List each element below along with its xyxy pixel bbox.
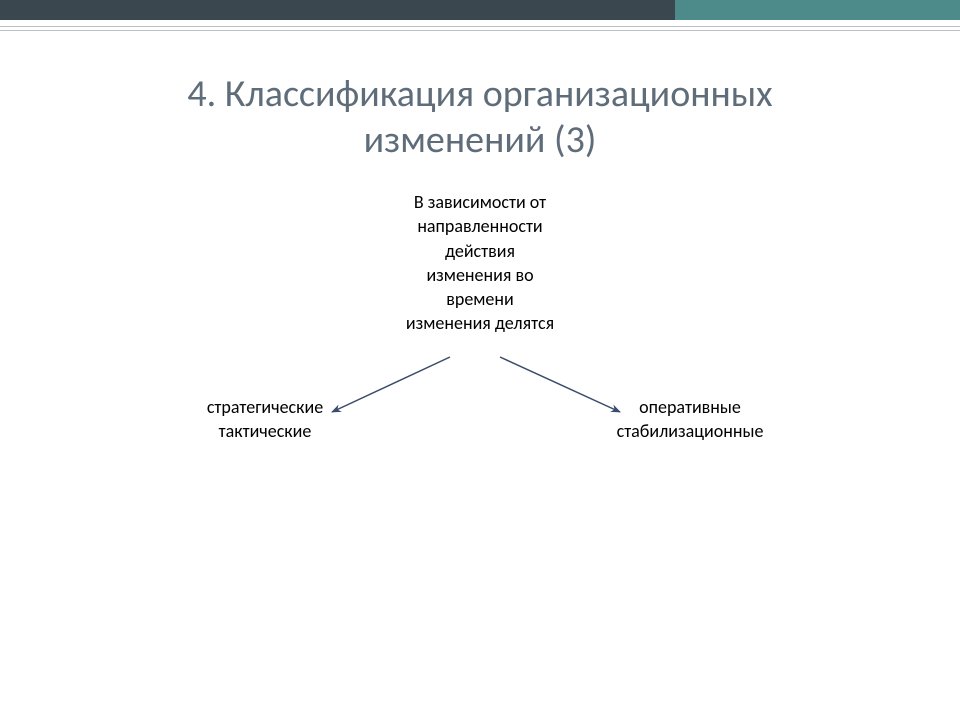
classification-tree: В зависимости от направленности действия… — [0, 180, 960, 580]
slide-title-line1: 4. Классификация организационных — [187, 71, 772, 117]
root-line-1: направленности — [417, 215, 542, 237]
leaf-left-line2: тактические — [219, 420, 312, 442]
root-line-5: изменения делятся — [406, 312, 554, 334]
slide-title-line2: изменений (3) — [364, 117, 597, 163]
leaf-right-line1: оперативные — [639, 396, 741, 418]
tree-root-node: В зависимости от направленности действия… — [406, 190, 554, 336]
slide-title: 4. Классификация организационных изменен… — [0, 72, 960, 163]
root-line-3: изменения во — [426, 264, 533, 286]
leaf-right-line2: стабилизационные — [617, 420, 764, 442]
root-line-2: действия — [445, 240, 515, 262]
header-rule-1 — [0, 26, 960, 27]
leaf-left-line1: стратегические — [207, 396, 323, 418]
tree-leaf-right: оперативные стабилизационные — [590, 395, 790, 444]
root-line-4: времени — [446, 288, 513, 310]
header-rule-2 — [0, 30, 960, 31]
tree-leaf-left: стратегические тактические — [165, 395, 365, 444]
header-bar-dark — [0, 0, 675, 20]
header-bar-teal — [675, 0, 960, 20]
root-line-0: В зависимости от — [414, 191, 546, 213]
